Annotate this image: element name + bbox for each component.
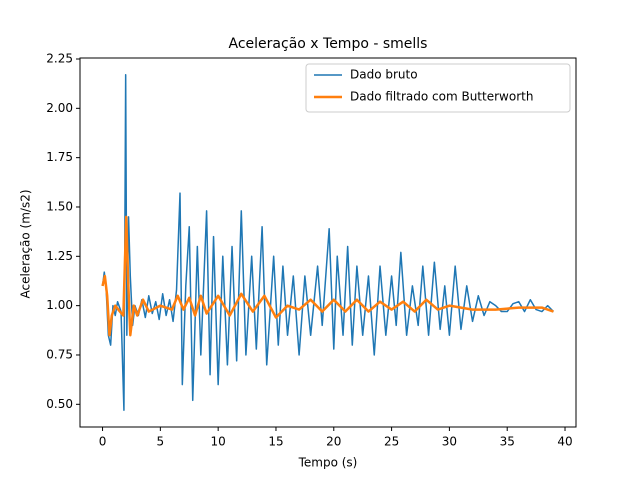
y-axis-label: Aceleração (m/s2) (19, 189, 33, 298)
x-tick-label: 40 (557, 435, 572, 449)
y-tick-label: 1.75 (46, 150, 73, 164)
x-tick-label: 5 (157, 435, 165, 449)
legend-label: Dado filtrado com Butterworth (350, 90, 533, 104)
plot-frame (79, 57, 577, 428)
y-tick-label: 1.25 (46, 249, 73, 263)
x-tick-label: 15 (268, 435, 283, 449)
x-tick-label: 25 (384, 435, 399, 449)
y-tick-label: 1.50 (46, 199, 73, 213)
legend-label: Dado bruto (350, 68, 418, 82)
y-tick-label: 2.25 (46, 51, 73, 65)
y-tick-label: 1.00 (46, 298, 73, 312)
data-line (101, 215, 554, 337)
y-tick-label: 0.75 (46, 347, 73, 361)
x-tick-label: 0 (99, 435, 107, 449)
y-tick-label: 2.00 (46, 101, 73, 115)
legend-box (305, 63, 571, 113)
chart-title: Aceleração x Tempo - smells (229, 36, 428, 52)
y-tick-label: 0.50 (46, 397, 73, 411)
legend: Dado bruto Dado filtrado com Butterworth (305, 63, 571, 113)
x-tick-label: 20 (326, 435, 341, 449)
x-tick-label: 35 (500, 435, 515, 449)
x-axis-label: Tempo (s) (298, 456, 358, 470)
x-tick-label: 30 (442, 435, 457, 449)
x-tick-label: 10 (211, 435, 226, 449)
